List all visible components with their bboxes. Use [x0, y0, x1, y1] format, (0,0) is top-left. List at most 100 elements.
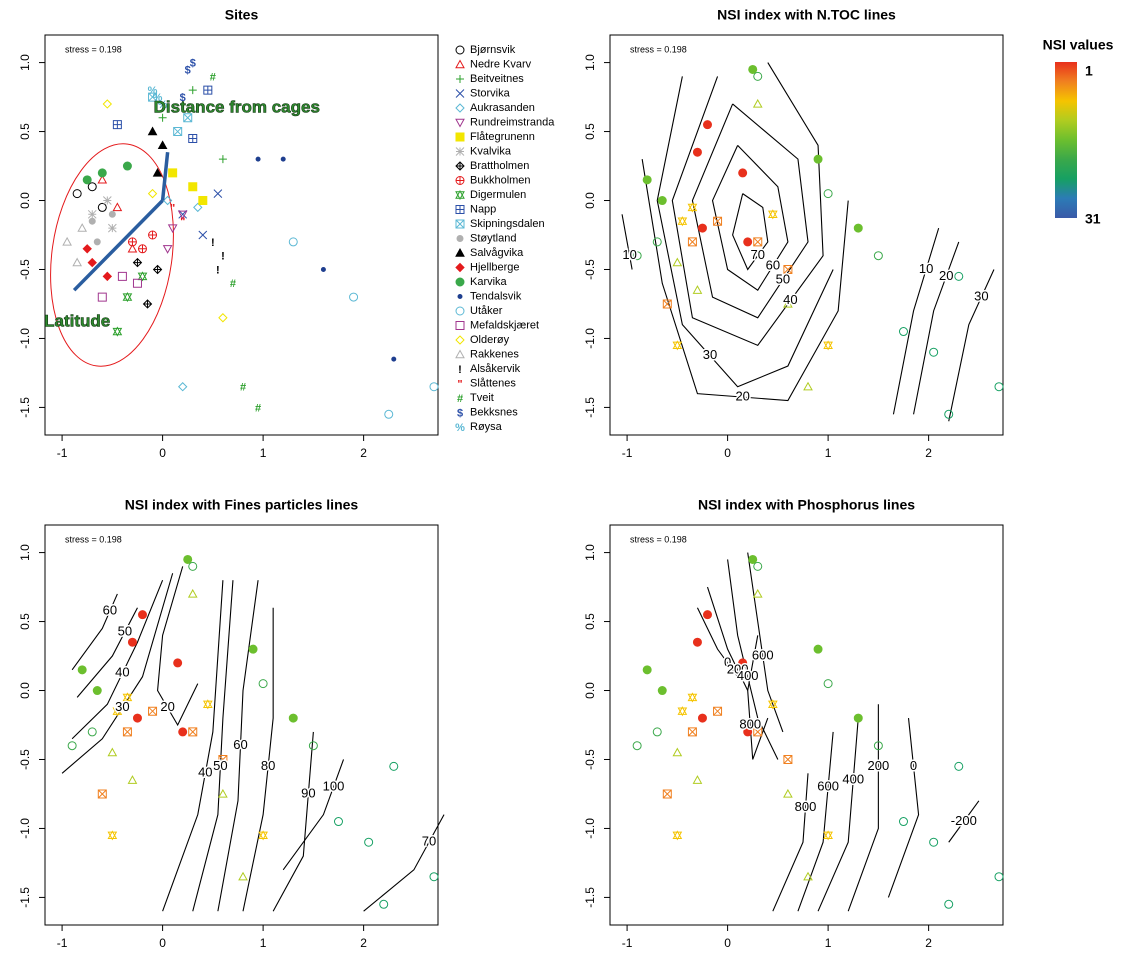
colorbar: [1055, 62, 1077, 218]
legend-label: Tveit: [470, 392, 494, 404]
point: [853, 713, 863, 723]
point: [137, 244, 147, 254]
contour-label: -200: [951, 813, 977, 828]
contour-label: 0: [910, 758, 917, 773]
point: !: [216, 264, 220, 276]
contour-label: 40: [783, 292, 797, 307]
point: [813, 644, 823, 654]
contour-line: [162, 580, 224, 912]
point: [743, 727, 753, 737]
point: [429, 382, 439, 392]
contour-line: [887, 718, 920, 898]
point: [944, 899, 954, 909]
legend-label: Utåker: [470, 305, 503, 317]
point: [672, 257, 683, 267]
point: [258, 830, 268, 841]
x-tick-label: 2: [925, 446, 932, 460]
point: [929, 837, 939, 847]
contour-line: [727, 559, 779, 760]
chart-title: NSI index with N.TOC lines: [717, 7, 896, 23]
point: [213, 189, 223, 198]
annotation: stress = 0.198: [630, 534, 687, 544]
legend-symbol: #: [457, 393, 463, 405]
contour-label: 10: [622, 247, 636, 262]
legend-label: Rundreimstranda: [470, 116, 555, 128]
x-tick-label: 0: [159, 446, 166, 460]
point: [188, 86, 197, 95]
point: [142, 299, 153, 309]
point: [748, 64, 758, 74]
point: [173, 127, 183, 137]
legend-label: Mefaldskjæret: [470, 319, 539, 331]
x-tick-label: -1: [57, 446, 68, 460]
point: $: [190, 57, 196, 69]
point: [677, 216, 688, 227]
point: [753, 561, 763, 571]
point: [127, 243, 138, 253]
contour-label: 70: [751, 247, 765, 262]
point: [173, 658, 183, 668]
point: [218, 788, 228, 798]
legend-symbol: [455, 103, 465, 113]
point: [702, 610, 712, 620]
legend-symbol: [456, 75, 464, 83]
point: [752, 98, 763, 108]
point: [255, 156, 261, 162]
x-tick-label: 1: [825, 446, 832, 460]
point: [748, 554, 758, 564]
colorbar-title: NSI values: [1043, 37, 1114, 53]
point: [429, 872, 439, 882]
point: [112, 706, 123, 717]
point: [72, 257, 83, 267]
point: #: [255, 402, 261, 414]
point: [288, 237, 298, 247]
legend-label: Aukrasanden: [470, 102, 535, 114]
legend-label: Storvika: [470, 87, 511, 99]
point: [954, 761, 964, 771]
contour-line: [61, 573, 174, 774]
point: [108, 210, 116, 218]
point: [692, 637, 702, 647]
legend-label: Slåttenes: [470, 377, 516, 389]
point: [280, 156, 286, 162]
point: [687, 727, 697, 737]
point: [93, 238, 101, 246]
contour-line: [948, 800, 980, 843]
contour-line: [656, 76, 834, 388]
point: [783, 264, 793, 274]
contour-line: [948, 269, 995, 422]
point: [157, 140, 168, 150]
point: [994, 872, 1004, 882]
contour-line: [641, 159, 849, 402]
y-tick-label: -1.5: [583, 887, 597, 908]
point: [662, 299, 672, 309]
point: [389, 761, 399, 771]
point: [218, 754, 228, 764]
point: [238, 871, 248, 881]
contour-line: [76, 607, 138, 698]
point: [147, 126, 158, 136]
point: [657, 196, 667, 206]
x-tick-label: -1: [622, 936, 633, 950]
point: [713, 216, 723, 226]
legend-symbol: [455, 262, 465, 273]
point: [692, 775, 703, 784]
y-tick-label: 0.0: [583, 682, 597, 699]
point: [288, 713, 298, 723]
legend-label: Digermulen: [470, 189, 526, 201]
point: [112, 120, 122, 130]
legend-symbol: $: [457, 407, 463, 419]
legend-label: Alsåkervik: [470, 363, 521, 375]
point: [632, 741, 642, 751]
annotation: stress = 0.198: [65, 44, 122, 54]
x-tick-label: 2: [360, 446, 367, 460]
point: [188, 561, 198, 571]
legend-symbol: !: [458, 364, 462, 376]
point: [349, 292, 359, 302]
point: [379, 899, 389, 909]
point: [132, 257, 143, 268]
point: [82, 175, 92, 185]
contour-line: [696, 607, 739, 678]
contour-line: [217, 580, 259, 912]
point: [117, 271, 127, 281]
